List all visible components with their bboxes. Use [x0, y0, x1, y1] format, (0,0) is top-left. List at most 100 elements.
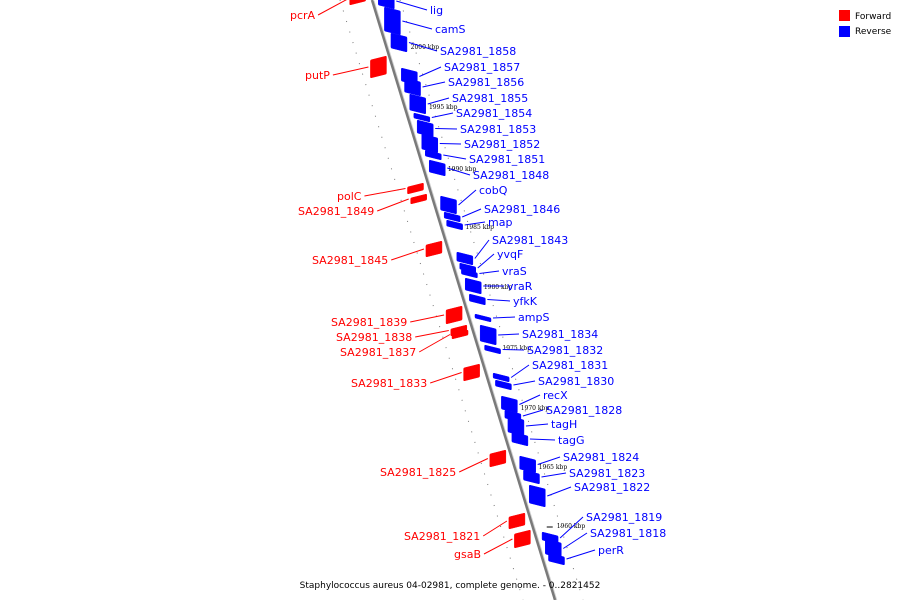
reverse-gene-feature — [404, 77, 421, 97]
reverse-gene-label: SA2981_1834 — [522, 328, 598, 341]
reverse-gene-leader — [396, 0, 428, 11]
forward-gene-feature — [370, 55, 387, 79]
label-layer: pcrA putP polC SA2981_1849 SA2981_1845 SA2981… — [290, 0, 666, 561]
reverse-gene-label: SA2981_1819 — [586, 511, 662, 524]
forward-gene-feature — [445, 305, 463, 325]
reverse-gene-leader — [439, 143, 462, 145]
reverse-gene-feature — [469, 293, 486, 306]
forward-gene-feature — [407, 182, 424, 195]
reverse-gene-label: vraR — [507, 280, 533, 293]
reverse-gene-feature — [416, 119, 434, 138]
reverse-gene-label: SA2981_1852 — [464, 138, 540, 151]
forward-gene-leader — [377, 198, 409, 212]
reverse-gene-leader — [522, 409, 544, 417]
reverse-gene-leader — [427, 97, 450, 105]
reverse-gene-label: SA2981_1846 — [484, 203, 560, 216]
forward-gene-label: SA2981_1833 — [351, 377, 427, 390]
reverse-gene-feature — [425, 149, 442, 161]
legend-forward-label: Forward — [855, 12, 891, 22]
reverse-gene-label: SA2981_1832 — [527, 344, 603, 357]
reverse-gene-label: tagG — [558, 434, 585, 447]
reverse-gene-label: recX — [543, 389, 568, 402]
reverse-gene-leader — [443, 154, 467, 160]
reverse-gene-label: tagH — [551, 418, 577, 431]
legend: Forward Reverse — [839, 10, 892, 37]
reverse-gene-feature — [443, 211, 461, 223]
reverse-gene-leader — [510, 364, 530, 378]
reverse-gene-leader — [461, 208, 482, 218]
reverse-gene-feature — [519, 455, 536, 474]
reverse-gene-leader — [447, 167, 471, 176]
reverse-gene-leader — [487, 299, 511, 302]
reverse-gene-leader — [492, 316, 516, 319]
reverse-gene-feature — [428, 159, 446, 177]
forward-gene-leader — [415, 330, 449, 338]
reverse-gene-label: SA2981_1823 — [569, 467, 645, 480]
reverse-gene-leader — [541, 472, 567, 478]
reverse-gene-label: SA2981_1824 — [563, 451, 639, 464]
reverse-gene-leader — [464, 221, 486, 226]
reverse-gene-feature — [484, 344, 501, 355]
reverse-gene-feature — [479, 324, 497, 346]
reverse-gene-label: lig — [430, 4, 443, 17]
reverse-gene-label: SA2981_1822 — [574, 481, 650, 494]
reverse-gene-leader — [566, 549, 596, 560]
reverse-gene-leader — [435, 128, 458, 130]
legend-forward-swatch — [839, 10, 850, 21]
reverse-gene-leader — [537, 456, 561, 465]
reverse-gene-feature — [390, 32, 408, 53]
feature-layer — [349, 0, 565, 566]
reverse-gene-feature — [495, 379, 512, 391]
scale-tick-label: 1980 kbp — [484, 284, 513, 291]
reverse-gene-label: yvqF — [497, 248, 523, 261]
scale-tick-label: 1970 kbp — [521, 405, 550, 412]
forward-gene-label: putP — [305, 69, 330, 82]
forward-gene-label: SA2981_1845 — [312, 254, 388, 267]
reverse-gene-leader — [547, 486, 572, 497]
reverse-gene-label: SA2981_1856 — [448, 76, 524, 89]
reverse-gene-leader — [559, 516, 584, 539]
reverse-gene-leader — [458, 189, 477, 206]
scale-tick-label: 1965 kbp — [539, 464, 568, 471]
reverse-gene-feature — [440, 195, 457, 215]
forward-gene-label: SA2981_1825 — [380, 466, 456, 479]
reverse-gene-feature — [421, 133, 439, 154]
forward-gene-label: SA2981_1821 — [404, 530, 480, 543]
forward-gene-feature — [508, 512, 526, 530]
reverse-gene-label: yfkK — [513, 295, 538, 308]
scale-tick-label: 1960 kbp — [557, 523, 586, 530]
forward-gene-feature — [410, 193, 427, 205]
forward-gene-label: SA2981_1838 — [336, 331, 412, 344]
forward-gene-leader — [418, 334, 451, 353]
reverse-gene-label: SA2981_1818 — [590, 527, 666, 540]
reverse-gene-leader — [419, 66, 442, 77]
reverse-gene-leader — [477, 253, 495, 269]
reverse-gene-leader — [422, 81, 446, 88]
scale-tick-label: 1990 kbp — [448, 166, 477, 173]
reverse-gene-leader — [513, 380, 536, 386]
scale-tick-label: 1985 kbp — [466, 224, 495, 231]
reverse-gene-label: SA2981_1831 — [532, 359, 608, 372]
reverse-gene-label: camS — [435, 23, 466, 36]
reverse-gene-label: perR — [598, 544, 624, 557]
reverse-gene-label: SA2981_1848 — [473, 169, 549, 182]
reverse-gene-feature — [492, 372, 510, 383]
backbone-line — [370, 0, 557, 600]
forward-gene-label: polC — [337, 190, 362, 203]
reverse-gene-label: SA2981_1843 — [492, 234, 568, 247]
reverse-gene-feature — [461, 268, 478, 279]
forward-gene-feature — [514, 529, 531, 549]
reverse-gene-label: SA2981_1855 — [452, 92, 528, 105]
reverse-gene-feature — [464, 277, 482, 295]
reverse-gene-label: ampS — [518, 311, 549, 324]
reverse-gene-feature — [378, 0, 395, 10]
forward-gene-leader — [332, 66, 369, 76]
reverse-gene-feature — [511, 431, 529, 447]
reverse-gene-leader — [563, 532, 588, 549]
reverse-gene-label: SA2981_1853 — [460, 123, 536, 136]
reverse-gene-leader — [408, 42, 438, 52]
forward-gene-label: SA2981_1837 — [340, 346, 416, 359]
map-caption: Staphylococcus aureus 04-02981, complete… — [300, 581, 601, 591]
forward-gene-label: pcrA — [290, 9, 316, 22]
